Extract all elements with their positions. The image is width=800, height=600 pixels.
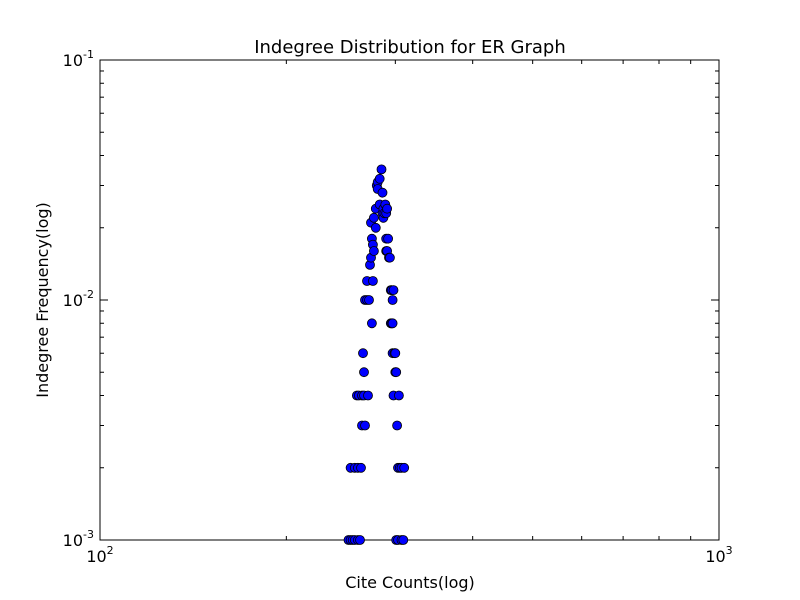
data-point xyxy=(360,420,370,431)
data-point xyxy=(387,318,398,329)
data-points xyxy=(343,164,410,545)
data-point xyxy=(388,285,399,296)
major-ticks xyxy=(99,59,720,541)
y-tick-label: 10-3 xyxy=(63,528,94,550)
data-point xyxy=(364,295,374,305)
data-point xyxy=(358,348,368,359)
y-tick-label-exp: -1 xyxy=(83,48,94,61)
y-axis-label: Indegree Frequency(log) xyxy=(33,202,52,398)
data-point xyxy=(367,276,378,286)
data-point xyxy=(393,390,404,401)
x-tick-label-exp: 3 xyxy=(726,544,733,557)
data-point xyxy=(374,173,385,184)
data-point xyxy=(387,295,398,305)
x-tick-label: 103 xyxy=(705,544,732,566)
data-point xyxy=(399,462,410,473)
x-tick-label: 102 xyxy=(86,544,113,566)
data-point xyxy=(368,212,379,223)
y-tick-label: 10-2 xyxy=(63,288,94,310)
x-axis-label: Cite Counts(log) xyxy=(345,573,475,592)
data-point xyxy=(382,203,393,214)
data-point xyxy=(391,367,402,378)
data-point xyxy=(376,164,387,175)
y-tick-label-exp: -2 xyxy=(83,288,94,301)
data-point xyxy=(377,187,388,198)
data-point xyxy=(356,462,366,473)
data-point xyxy=(390,348,401,359)
data-point xyxy=(355,535,365,545)
y-tick-label-base: 10 xyxy=(63,531,83,550)
data-point xyxy=(398,535,409,545)
data-point xyxy=(366,318,377,329)
x-tick-label-exp: 2 xyxy=(107,544,114,557)
data-point xyxy=(370,222,381,233)
data-point xyxy=(359,367,369,378)
chart-title: Indegree Distribution for ER Graph xyxy=(254,37,566,58)
y-tick-label-base: 10 xyxy=(63,51,83,70)
minor-ticks xyxy=(100,60,719,540)
data-point xyxy=(368,246,379,256)
x-tick-label-base: 10 xyxy=(86,547,106,566)
data-point xyxy=(392,420,403,431)
y-tick-label-base: 10 xyxy=(63,291,83,310)
y-tick-label: 10-1 xyxy=(63,48,94,70)
data-point xyxy=(384,252,395,263)
plot-area xyxy=(99,59,720,541)
x-tick-label-base: 10 xyxy=(705,547,725,566)
data-point xyxy=(363,390,373,401)
y-tick-label-exp: -3 xyxy=(83,528,94,541)
data-point xyxy=(383,233,394,244)
